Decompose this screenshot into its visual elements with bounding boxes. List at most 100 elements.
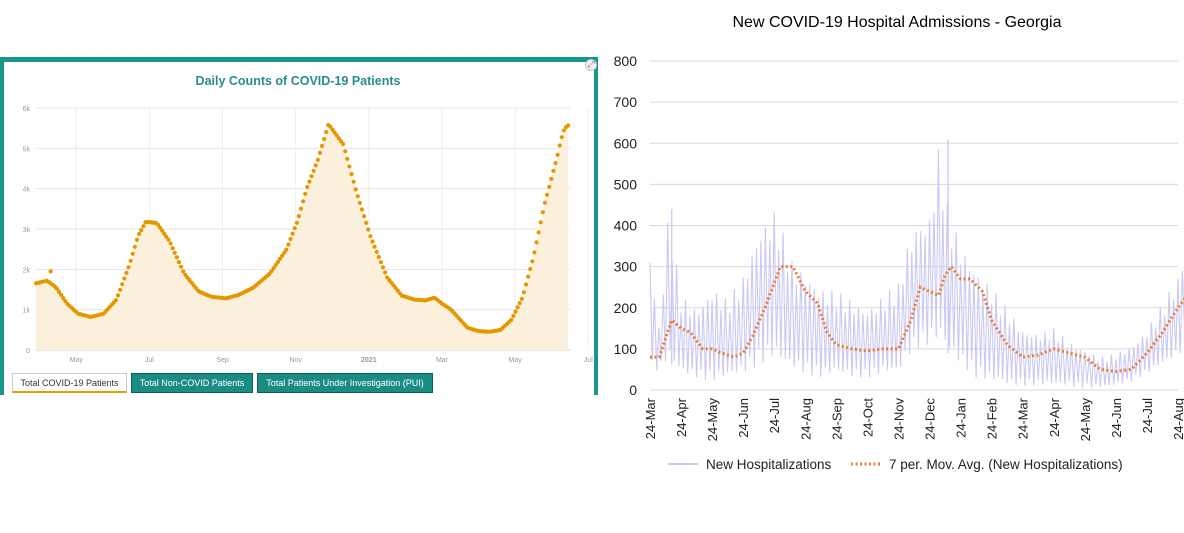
left-data-point	[141, 224, 146, 229]
left-data-point	[355, 194, 360, 199]
series-moving-average	[650, 264, 1184, 374]
right-y-tick-label: 500	[614, 176, 638, 192]
left-data-point	[551, 168, 556, 173]
right-x-tick-label: 24-May	[705, 398, 720, 442]
left-data-point	[345, 156, 350, 161]
left-data-point	[128, 258, 133, 263]
left-data-point	[176, 260, 182, 265]
left-data-point	[515, 305, 520, 310]
left-data-point	[330, 127, 335, 132]
left-data-point	[292, 226, 297, 231]
left-data-point	[122, 276, 127, 281]
left-data-point	[513, 309, 518, 314]
left-y-tick-label: 0	[26, 348, 30, 355]
left-data-point	[343, 149, 348, 154]
left-data-point	[277, 256, 283, 261]
left-data-point	[162, 231, 167, 236]
left-data-point	[166, 237, 171, 242]
left-data-point	[134, 237, 139, 242]
right-x-tick-label: 24-Dec	[923, 398, 938, 440]
left-x-tick-label: Jul	[145, 357, 154, 364]
legend-label-new-hospitalizations: New Hospitalizations	[706, 457, 832, 472]
left-data-point	[353, 187, 358, 192]
left-data-point	[561, 128, 567, 133]
left-data-point	[544, 192, 550, 197]
left-data-point	[271, 266, 276, 271]
right-y-tick-label: 0	[629, 382, 637, 398]
left-x-tick-label: Sep	[216, 357, 229, 364]
left-data-point	[61, 296, 66, 301]
left-data-point	[158, 225, 163, 230]
left-data-point	[137, 231, 142, 236]
left-data-point	[124, 270, 129, 275]
left-x-tick-label: 2021	[361, 357, 377, 364]
left-data-point	[368, 234, 373, 239]
left-data-point	[322, 136, 327, 142]
right-x-tick-label: 24-Jan	[954, 398, 969, 438]
expand-icon[interactable]: ⤢	[585, 59, 597, 71]
left-data-point	[553, 160, 558, 166]
left-data-point	[347, 164, 352, 169]
left-y-tick-label: 6k	[23, 106, 31, 113]
legend-label-moving-average: 7 per. Mov. Avg. (New Hospitalizations)	[889, 457, 1123, 472]
tab-total-pui[interactable]: Total Patients Under Investigation (PUI)	[257, 373, 433, 393]
left-data-point	[290, 231, 295, 236]
left-data-point	[54, 286, 60, 291]
right-x-tick-label: 24-May	[1078, 398, 1093, 442]
right-y-tick-label: 400	[614, 218, 638, 234]
left-data-point	[118, 287, 123, 292]
left-data-point	[370, 239, 375, 244]
left-data-point	[338, 139, 343, 144]
tab-total-non-covid-patients[interactable]: Total Non-COVID Patients	[131, 373, 253, 393]
left-data-point	[284, 247, 289, 252]
left-data-point	[132, 244, 137, 249]
left-data-point	[523, 282, 529, 287]
left-data-point	[334, 133, 339, 138]
left-data-point	[181, 269, 186, 274]
left-y-tick-label: 4k	[23, 187, 31, 194]
left-data-point	[509, 317, 514, 322]
right-x-tick-label: 24-Jun	[736, 398, 751, 438]
left-data-point	[534, 240, 539, 245]
left-data-point	[280, 253, 285, 258]
left-data-point	[517, 301, 522, 306]
left-data-point	[288, 236, 293, 242]
left-data-point	[309, 174, 314, 179]
left-data-point	[540, 210, 545, 215]
left-data-point	[380, 265, 386, 270]
right-y-tick-label: 700	[614, 94, 638, 110]
left-data-point	[313, 163, 318, 168]
left-data-point	[566, 123, 571, 128]
left-x-tick-label: May	[70, 357, 84, 364]
tab-total-covid-patients[interactable]: Total COVID-19 Patients	[12, 373, 127, 393]
left-data-point	[372, 244, 377, 249]
patients-chart: Daily Counts of COVID-19 Patients 0 1k 2k 3…	[23, 74, 594, 364]
left-data-point	[307, 179, 312, 184]
left-data-point	[311, 168, 316, 173]
left-data-point	[559, 135, 564, 140]
right-y-tick-label: 200	[614, 300, 638, 316]
left-data-point	[275, 259, 280, 264]
right-x-tick-label: 24-Apr	[1047, 397, 1062, 437]
left-data-point	[282, 250, 287, 255]
left-data-point	[555, 152, 560, 157]
right-x-tick-label: 24-Aug	[798, 398, 813, 440]
left-area-fill	[36, 125, 569, 350]
left-data-point	[532, 250, 537, 255]
left-data-point	[341, 141, 346, 147]
left-data-point	[126, 265, 131, 270]
right-y-tick-label: 600	[614, 135, 638, 151]
left-data-point	[155, 222, 161, 227]
series-new-hospitalizations	[649, 149, 1184, 388]
left-data-point	[549, 176, 554, 181]
right-x-tick-label: 24-Jun	[1109, 398, 1124, 438]
left-data-point	[269, 269, 274, 274]
left-data-point	[378, 260, 383, 265]
left-data-point	[557, 143, 562, 148]
right-x-tick-label: 24-Aug	[1171, 398, 1184, 440]
left-data-point	[357, 200, 362, 205]
left-y-tick-label: 1k	[23, 308, 31, 315]
left-data-point	[332, 130, 337, 135]
left-data-point	[301, 199, 306, 204]
left-data-point	[286, 242, 291, 247]
